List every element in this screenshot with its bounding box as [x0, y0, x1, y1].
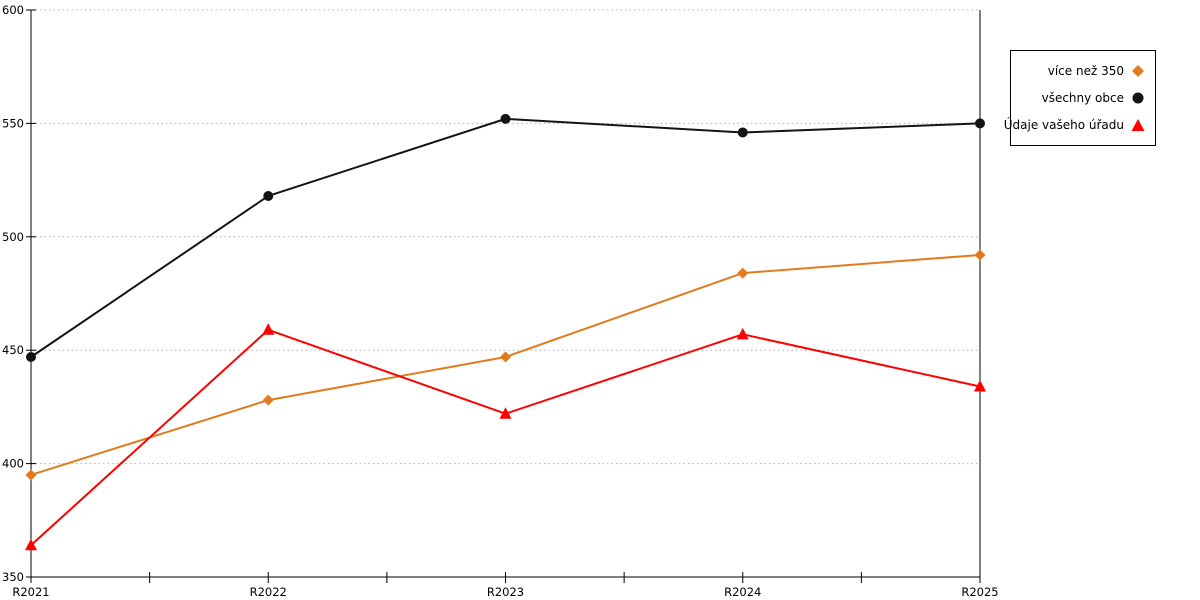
diamond-icon: [1132, 64, 1144, 77]
y-tick-label: 600: [2, 3, 24, 17]
legend-item-0: více než 350: [1017, 57, 1145, 84]
y-tick-label: 400: [2, 457, 24, 471]
legend-label: všechny obce: [1041, 90, 1124, 105]
series-line-1: [30, 117, 981, 359]
x-tick-label: R2021: [12, 585, 49, 599]
y-tick-label: 500: [2, 230, 24, 244]
x-tick-label: R2024: [724, 585, 761, 599]
diamond-icon: [1132, 64, 1144, 77]
y-tick-label: 550: [2, 116, 24, 130]
x-tick-label: R2023: [487, 585, 524, 599]
data-point-2-R2021: [25, 538, 37, 551]
data-point-0-R2021: [25, 469, 37, 481]
chart-legend: více než 350 všechny obce Údaje vašeho úřa…: [1004, 50, 1156, 146]
data-point-2-R2024: [736, 327, 749, 340]
data-point-1-R2024: [737, 127, 748, 138]
series-1: [26, 113, 985, 363]
y-tick-label: 350: [2, 570, 24, 584]
data-point-1-R2022: [263, 190, 274, 201]
data-point-0-R2022: [262, 394, 274, 406]
data-point-0-R2023: [500, 351, 511, 363]
data-point-2-R2022: [262, 323, 275, 335]
series-0: [25, 249, 986, 481]
series-line-0: [30, 253, 981, 476]
legend-label: více než 350: [1047, 63, 1124, 78]
x-tick-label: R2025: [961, 585, 998, 599]
y-tick-label: 450: [2, 343, 24, 357]
x-tick-label: R2022: [250, 585, 287, 599]
data-point-2-R2023: [499, 407, 512, 419]
data-point-0-R2025: [974, 249, 986, 261]
circle-icon: [1132, 92, 1144, 104]
data-point-1-R2025: [975, 118, 985, 129]
legend-label: Údaje vašeho úřadu: [1003, 118, 1124, 133]
triangle-icon: [1131, 119, 1145, 132]
data-point-1-R2023: [500, 113, 511, 124]
circle-icon: [1132, 92, 1144, 104]
series-2: [25, 323, 986, 551]
legend-item-1: všechny obce: [1017, 84, 1145, 111]
legend-item-2: Údaje vašeho úřadu: [1004, 112, 1145, 139]
data-point-0-R2024: [737, 267, 749, 279]
data-point-1-R2021: [26, 352, 36, 363]
data-point-2-R2025: [974, 379, 986, 392]
triangle-icon: [1131, 119, 1145, 132]
